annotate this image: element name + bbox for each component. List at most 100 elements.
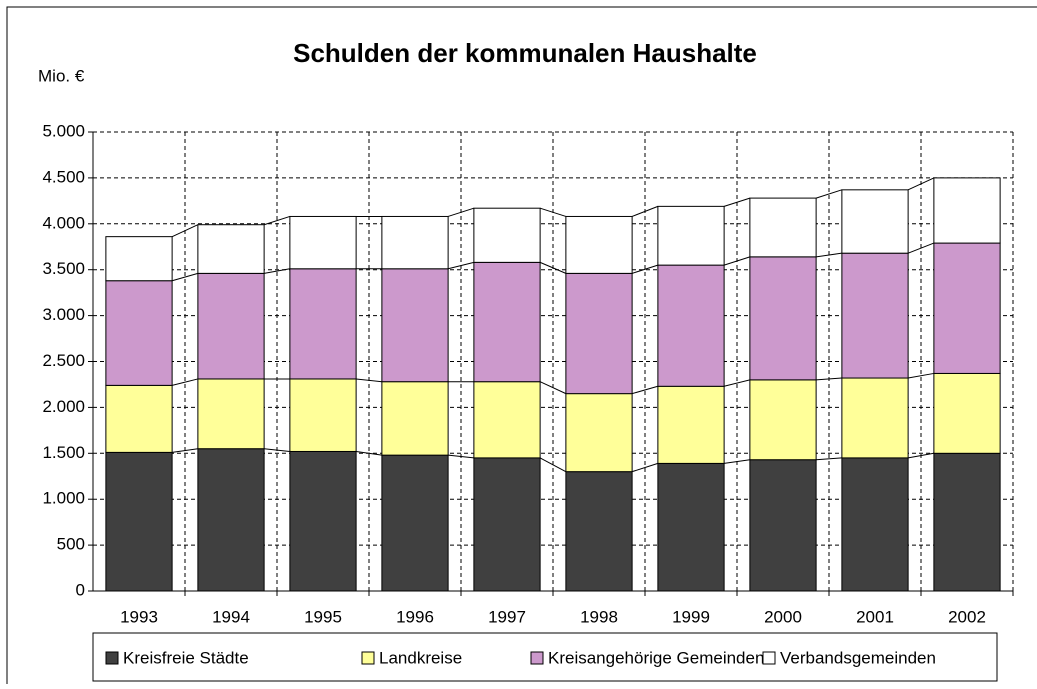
x-tick-label: 1995 <box>304 607 342 626</box>
y-axis-label: Mio. € <box>38 66 85 85</box>
bar-segment <box>933 242 1001 374</box>
series-line <box>264 448 290 452</box>
bar-segment <box>749 197 817 258</box>
bar-segment <box>381 268 449 383</box>
legend-box <box>92 632 998 682</box>
bar-segment <box>289 378 357 452</box>
legend-label: Verbandsgemeinden <box>780 648 936 667</box>
bar-segment <box>565 471 633 592</box>
bar-segment <box>473 207 541 263</box>
x-tick-label: 2002 <box>948 607 986 626</box>
bar-segment <box>381 454 449 592</box>
legend-marker <box>762 651 776 665</box>
y-tick-label: 5.000 <box>42 121 85 140</box>
bar-segment <box>565 215 633 274</box>
series-line <box>907 242 935 254</box>
bar-segment <box>105 384 173 453</box>
y-tick-label: 1.000 <box>42 489 85 508</box>
legend-label: Landkreise <box>379 648 462 667</box>
y-tick-label: 3.000 <box>42 305 85 324</box>
x-tick-label: 2000 <box>764 607 802 626</box>
bar-segment <box>841 457 909 592</box>
series-line <box>356 450 382 456</box>
x-tick-label: 1999 <box>672 607 710 626</box>
series-line <box>539 261 567 274</box>
x-tick-label: 1993 <box>120 607 158 626</box>
series-line <box>263 215 291 226</box>
bar-segment <box>841 189 909 254</box>
bar-segment <box>749 459 817 592</box>
bar-segment <box>933 372 1001 454</box>
series-line <box>631 205 659 217</box>
series-line <box>631 462 659 473</box>
series-line <box>816 377 842 381</box>
legend-marker <box>105 651 119 665</box>
y-tick-label: 2.000 <box>42 397 85 416</box>
bar-segment <box>197 378 265 450</box>
bar-segment <box>197 448 265 592</box>
series-line <box>447 207 475 217</box>
bar-segment <box>105 280 173 386</box>
series-line <box>539 457 567 473</box>
series-line <box>171 224 199 238</box>
bar-segment <box>289 215 357 270</box>
series-line <box>171 378 199 386</box>
bar-segment <box>933 452 1001 592</box>
series-line <box>723 256 751 266</box>
bar-segment <box>381 215 449 270</box>
bar-segment <box>381 381 449 456</box>
bar-segment <box>565 393 633 473</box>
bar-segment <box>657 205 725 266</box>
bar-segment <box>473 261 541 383</box>
series-line <box>908 372 934 379</box>
bar-segment <box>565 272 633 395</box>
y-tick-label: 4.500 <box>42 167 85 186</box>
series-line <box>723 379 751 387</box>
bar-segment <box>197 224 265 274</box>
bar-segment <box>105 236 173 282</box>
x-tick-label: 2001 <box>856 607 894 626</box>
x-tick-label: 1996 <box>396 607 434 626</box>
series-line <box>723 197 751 207</box>
x-tick-label: 1998 <box>580 607 618 626</box>
series-line <box>631 264 659 274</box>
series-line <box>908 452 934 459</box>
series-line <box>356 378 382 383</box>
y-tick-label: 1.500 <box>42 443 85 462</box>
bar-segment <box>841 252 909 379</box>
bar-segment <box>289 268 357 380</box>
series-line <box>724 459 750 464</box>
bar-segment <box>749 379 817 461</box>
y-tick-label: 4.000 <box>42 213 85 232</box>
bar-segment <box>473 381 541 459</box>
series-line <box>448 454 474 459</box>
bar-segment <box>841 377 909 459</box>
bar-segment <box>657 385 725 464</box>
x-tick-label: 1997 <box>488 607 526 626</box>
bar-segment <box>197 272 265 380</box>
bar-segment <box>749 256 817 381</box>
series-line <box>447 261 475 270</box>
chart-title: Schulden der kommunalen Haushalte <box>293 38 757 68</box>
series-line <box>816 457 842 461</box>
series-line <box>907 177 935 191</box>
series-line <box>816 252 842 258</box>
y-tick-label: 500 <box>57 535 85 554</box>
legend-label: Kreisangehörige Gemeinden <box>548 648 764 667</box>
series-line <box>539 207 567 217</box>
series-line <box>631 385 659 395</box>
x-tick-label: 1994 <box>212 607 250 626</box>
bar-segment <box>657 462 725 592</box>
series-line <box>815 189 843 199</box>
series-line <box>171 272 199 282</box>
series-line <box>172 448 198 453</box>
bar-segment <box>473 457 541 592</box>
bar-segment <box>105 451 173 592</box>
y-tick-label: 3.500 <box>42 259 85 278</box>
chart-frame <box>6 6 1037 689</box>
y-tick-label: 2.500 <box>42 351 85 370</box>
bar-segment <box>289 450 357 592</box>
legend-marker <box>361 651 375 665</box>
y-tick-label: 0 <box>76 580 85 599</box>
